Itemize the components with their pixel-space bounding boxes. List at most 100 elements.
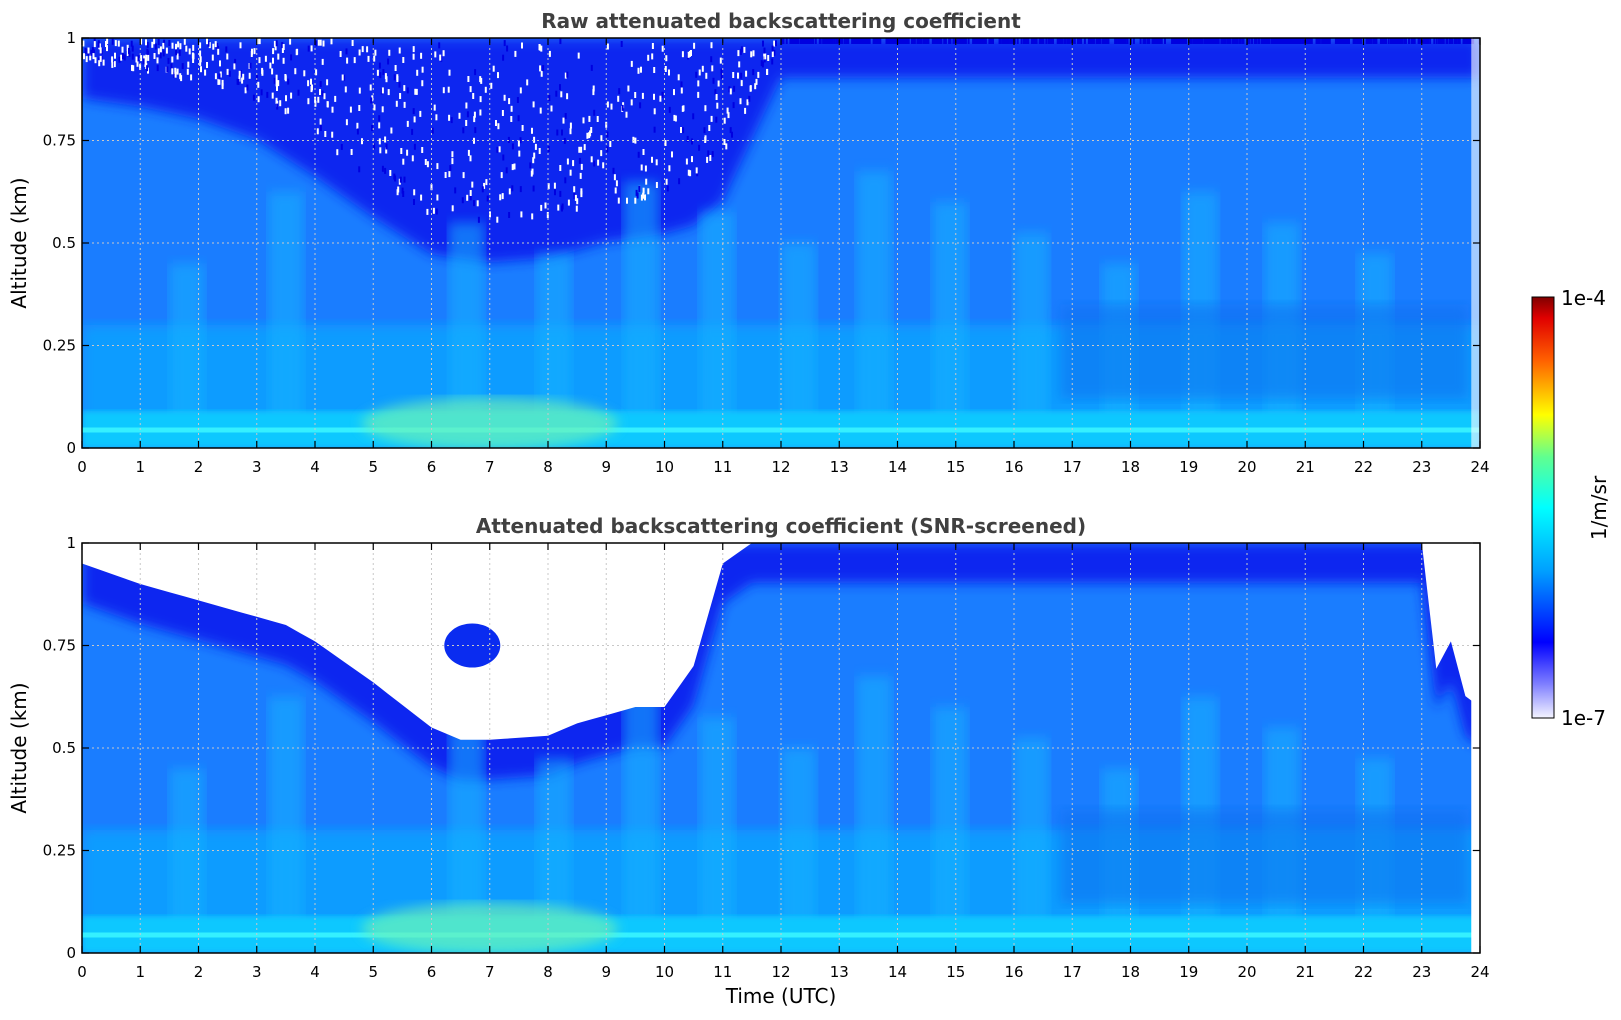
y-axis-label: Altitude (km) xyxy=(7,682,31,813)
x-tick-label: 1 xyxy=(135,963,145,981)
colorbar-min-label: 1e-7 xyxy=(1561,706,1606,730)
x-tick-label: 3 xyxy=(252,458,262,476)
x-tick-label: 21 xyxy=(1296,458,1315,476)
late-day-shade xyxy=(1060,304,1469,399)
panel-title: Attenuated backscattering coefficient (S… xyxy=(476,514,1086,538)
x-tick-label: 7 xyxy=(485,458,495,476)
late-day-shade xyxy=(1060,809,1469,904)
plume-streak xyxy=(448,727,485,933)
x-tick-label: 7 xyxy=(485,963,495,981)
plume-streak xyxy=(780,748,817,933)
x-tick-label: 13 xyxy=(830,458,849,476)
x-tick-label: 18 xyxy=(1121,963,1140,981)
plume-streak xyxy=(856,676,893,933)
y-tick-label: 0 xyxy=(66,439,76,457)
plume-streak xyxy=(623,686,660,933)
y-axis-ticks: 0 0.25 0.5 0.75 1 xyxy=(43,534,1480,962)
x-tick-label: 3 xyxy=(252,963,262,981)
x-tick-label: 9 xyxy=(601,458,611,476)
x-tick-label: 14 xyxy=(888,458,907,476)
x-tick-label: 23 xyxy=(1412,963,1431,981)
x-tick-label: 5 xyxy=(368,458,378,476)
x-tick-label: 18 xyxy=(1121,458,1140,476)
x-tick-label: 20 xyxy=(1237,458,1256,476)
x-axis-label: Time (UTC) xyxy=(725,984,837,1008)
y-tick-label: 0.75 xyxy=(43,637,76,655)
plume-streak xyxy=(1013,737,1050,933)
colorbar-unit-label: 1/m/sr xyxy=(1587,475,1611,540)
x-tick-label: 17 xyxy=(1063,458,1082,476)
x-tick-label: 0 xyxy=(77,458,87,476)
x-tick-label: 2 xyxy=(194,963,204,981)
y-axis-label: Altitude (km) xyxy=(7,177,31,308)
x-tick-label: 6 xyxy=(427,458,437,476)
x-tick-label: 24 xyxy=(1470,458,1489,476)
plume-streak xyxy=(267,191,304,428)
x-tick-label: 16 xyxy=(1004,458,1023,476)
plume-streak xyxy=(1013,232,1050,428)
x-tick-label: 11 xyxy=(713,458,732,476)
y-tick-label: 0.25 xyxy=(43,842,76,860)
y-tick-label: 0.5 xyxy=(52,739,76,757)
y-tick-label: 0 xyxy=(66,944,76,962)
plume-streak xyxy=(448,222,485,428)
x-tick-label: 2 xyxy=(194,458,204,476)
panel-title: Raw attenuated backscattering coefficien… xyxy=(541,9,1021,33)
x-tick-label: 8 xyxy=(543,458,553,476)
x-tick-label: 9 xyxy=(601,963,611,981)
x-tick-label: 13 xyxy=(830,963,849,981)
x-tick-label: 15 xyxy=(946,458,965,476)
x-tick-label: 21 xyxy=(1296,963,1315,981)
x-tick-label: 10 xyxy=(655,458,674,476)
x-tick-label: 24 xyxy=(1470,963,1489,981)
screened-mask xyxy=(82,543,1480,740)
plume-streak xyxy=(698,212,735,428)
x-tick-label: 0 xyxy=(77,963,87,981)
y-tick-label: 0.75 xyxy=(43,132,76,150)
plume-streak xyxy=(780,243,817,428)
x-tick-label: 4 xyxy=(310,458,320,476)
y-tick-label: 0.25 xyxy=(43,337,76,355)
plume-streak xyxy=(931,202,968,428)
x-axis-ticks: 0 1 2 3 4 5 6 7 8 9 10 11 12 13 14 15 16 17 18 19 20 21 22 23 24 xyxy=(77,543,1490,981)
x-tick-label: 6 xyxy=(427,963,437,981)
x-tick-label: 15 xyxy=(946,963,965,981)
grid-lines xyxy=(81,37,1481,449)
x-tick-label: 16 xyxy=(1004,963,1023,981)
x-tick-label: 10 xyxy=(655,963,674,981)
raw-backscatter-panel: Raw attenuated backscattering coefficien… xyxy=(7,9,1490,476)
x-tick-label: 17 xyxy=(1063,963,1082,981)
x-axis-ticks: 0 1 2 3 4 5 6 7 8 9 10 11 12 13 14 15 16 17 18 19 20 21 22 23 24 xyxy=(77,38,1490,476)
plume-streak xyxy=(698,717,735,933)
x-tick-label: 5 xyxy=(368,963,378,981)
colorbar-gradient xyxy=(1531,296,1555,719)
x-tick-label: 12 xyxy=(771,458,790,476)
y-tick-label: 0.5 xyxy=(52,234,76,252)
x-tick-label: 1 xyxy=(135,458,145,476)
backscatter-field xyxy=(82,38,1480,448)
y-axis-ticks: 0 0.25 0.5 0.75 1 xyxy=(43,29,1480,457)
x-tick-label: 19 xyxy=(1179,458,1198,476)
colorbar: 1e-4 1e-7 1/m/sr xyxy=(1531,286,1611,730)
x-tick-label: 14 xyxy=(888,963,907,981)
plume-streak xyxy=(168,263,205,428)
x-tick-label: 22 xyxy=(1354,963,1373,981)
noise-speckle xyxy=(82,38,1480,223)
plume-streak xyxy=(535,758,572,933)
plume-streak xyxy=(856,171,893,428)
colorbar-max-label: 1e-4 xyxy=(1561,286,1606,310)
y-tick-label: 1 xyxy=(66,29,76,47)
x-tick-label: 23 xyxy=(1412,458,1431,476)
plume-streak xyxy=(931,707,968,933)
x-tick-label: 22 xyxy=(1354,458,1373,476)
x-tick-label: 4 xyxy=(310,963,320,981)
screened-backscatter-panel: Attenuated backscattering coefficient (S… xyxy=(7,514,1490,1008)
plume-streak xyxy=(535,253,572,428)
surface-high-region xyxy=(361,902,618,953)
surface-high-region xyxy=(361,397,618,448)
x-tick-label: 20 xyxy=(1237,963,1256,981)
x-tick-label: 11 xyxy=(713,963,732,981)
plume-streak xyxy=(168,768,205,933)
x-tick-label: 8 xyxy=(543,963,553,981)
